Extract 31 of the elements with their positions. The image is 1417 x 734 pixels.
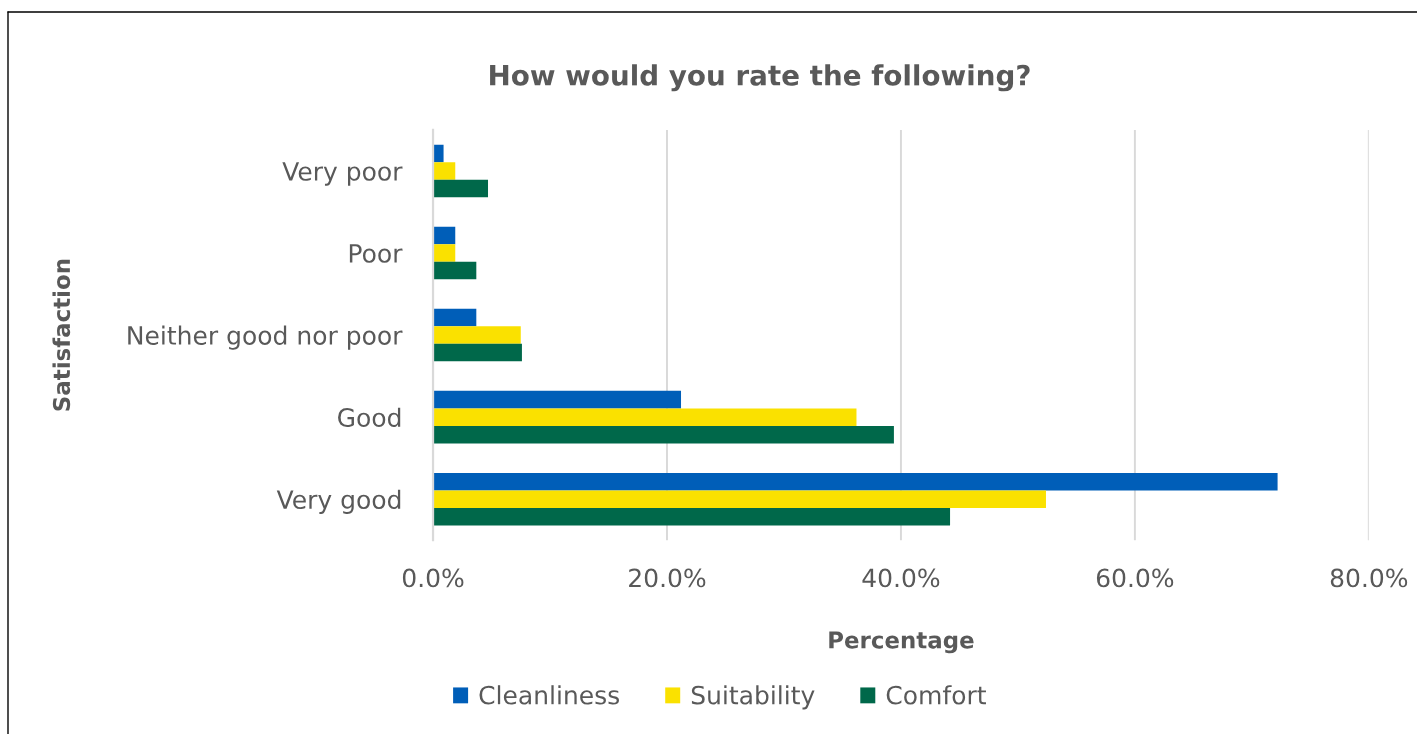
x-tick-label: 80.0% <box>1330 568 1408 588</box>
bar <box>433 408 857 426</box>
bar <box>433 507 951 526</box>
y-tick-label: Good <box>338 407 401 427</box>
y-tick-label: Neither good nor poor <box>128 325 403 350</box>
y-tick-label: Poor <box>349 244 403 263</box>
bar <box>433 390 682 409</box>
bar <box>433 472 1278 491</box>
bar <box>433 226 456 245</box>
chart-title: How would you rate the following? <box>490 64 1030 92</box>
bar <box>433 343 522 362</box>
x-tick-label: 40.0% <box>862 568 940 588</box>
y-tick-label: Very poor <box>282 162 403 186</box>
bar <box>433 162 456 180</box>
bar <box>433 179 489 198</box>
legend-label: Comfort <box>886 685 986 705</box>
bar <box>433 308 477 327</box>
bar <box>433 144 444 163</box>
y-tick-label: Very good <box>276 489 401 514</box>
legend-label: Suitability <box>691 685 815 710</box>
bar <box>433 490 1046 508</box>
bar <box>433 326 521 344</box>
bar <box>433 244 456 262</box>
x-tick-label: 0.0% <box>402 568 464 588</box>
x-tick-label: 20.0% <box>629 568 706 588</box>
x-axis-title: Percentage <box>829 631 974 654</box>
bar <box>433 425 894 444</box>
legend-label: Cleanliness <box>479 685 619 705</box>
x-tick-label: 60.0% <box>1096 568 1174 588</box>
bar <box>433 261 477 280</box>
y-axis-title: Satisfaction <box>52 259 71 411</box>
